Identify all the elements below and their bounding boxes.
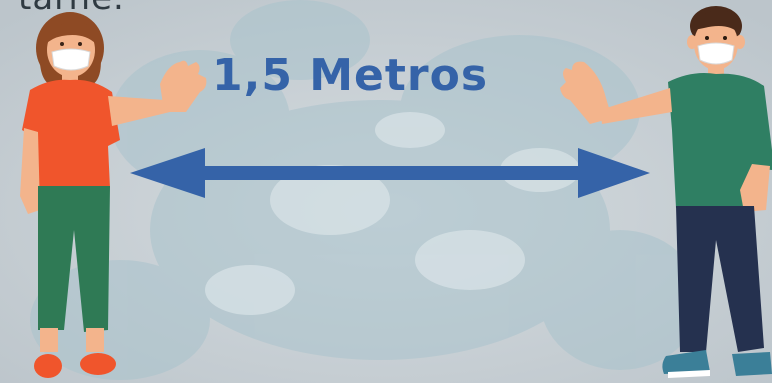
woman-figure xyxy=(20,12,207,378)
man-figure xyxy=(560,6,772,378)
distance-label: 1,5 Metros xyxy=(212,50,489,101)
double-headed-arrow-icon xyxy=(130,148,650,198)
caption-top: tarne. xyxy=(18,0,125,18)
